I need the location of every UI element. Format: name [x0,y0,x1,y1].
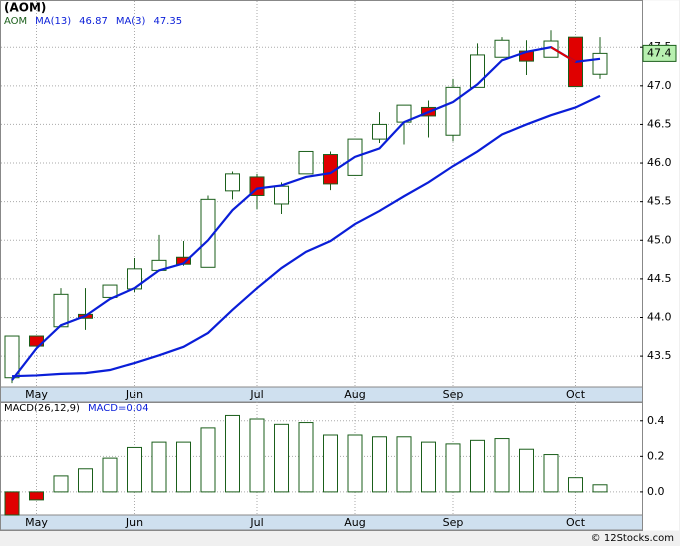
x-tick-label: Oct [566,388,586,401]
bar [445,443,461,493]
x-tick-label: Sep [443,388,464,401]
candle-body [592,52,608,75]
candle-body [102,284,118,298]
bar [592,484,608,493]
price-panel [0,0,643,402]
x-tick-label: Oct [566,516,586,529]
footer: © 12Stocks.com [591,533,674,544]
x-tick-label: Jul [249,388,263,401]
x-tick-label: Jun [125,516,143,529]
y-tick-label: 45.5 [647,195,672,208]
candle-body [494,39,510,58]
bar [298,422,314,493]
bar [200,427,216,493]
x-tick-label: May [25,516,48,529]
x-tick-label: Jun [125,388,143,401]
candle-body [4,335,20,379]
line-down-segment [550,46,577,63]
legend-text: MA(13) [35,16,71,27]
candle-body [274,185,289,205]
bar [323,434,338,493]
bar [78,468,93,493]
bar [29,491,44,501]
y-tick-label: 44.0 [647,310,672,323]
bar [568,477,583,493]
y-tick-label: 0.4 [647,414,665,427]
bar [519,448,534,493]
bar [274,423,289,493]
legend-text: 46.87 [79,16,108,27]
y-tick-label: 45.0 [647,233,672,246]
candle-body [53,293,69,328]
candle-body [298,150,314,175]
line [11,46,601,381]
bar [494,438,510,493]
date-band [0,386,643,403]
y-tick-label: 44.5 [647,272,672,285]
candle-body [225,173,240,192]
bar [176,441,191,493]
last-price-label: 47.4 [647,46,672,59]
y-tick-label: 0.2 [647,449,665,462]
x-tick-label: Aug [344,516,365,529]
bar [372,436,387,493]
y-tick-label: 46.0 [647,156,672,169]
legend-value: 0.04 [126,403,148,414]
bar [53,475,69,493]
bar [347,434,363,493]
panel-title: MACD(26,12,9) [4,403,80,414]
bar [543,454,559,493]
axis-area [643,0,679,531]
legend-text: AOM [4,16,27,27]
x-tick-label: Jul [249,516,263,529]
bar [249,418,265,493]
bar [421,441,436,493]
date-band [0,514,643,531]
legend-text: MACD= [88,403,126,414]
legend-text: MA(3) [116,16,146,27]
x-tick-label: May [25,388,48,401]
x-tick-label: Aug [344,388,365,401]
bar [151,441,167,493]
candle-body [372,123,387,140]
last-price-box [642,44,677,62]
line [11,94,601,378]
candle-body [445,86,461,136]
legend-text: 47.35 [153,16,182,27]
bar [127,446,142,493]
x-tick-label: Sep [443,516,464,529]
bar [102,457,118,493]
bar [4,491,20,516]
bar [470,439,485,493]
chart-title: (AOM) [4,1,46,15]
y-tick-label: 43.5 [647,349,672,362]
candle-body [470,54,485,88]
y-tick-label: 47.0 [647,79,672,92]
bar [396,436,412,493]
bar [225,414,240,493]
y-tick-label: 0.0 [647,485,665,498]
y-tick-label: 46.5 [647,117,672,130]
